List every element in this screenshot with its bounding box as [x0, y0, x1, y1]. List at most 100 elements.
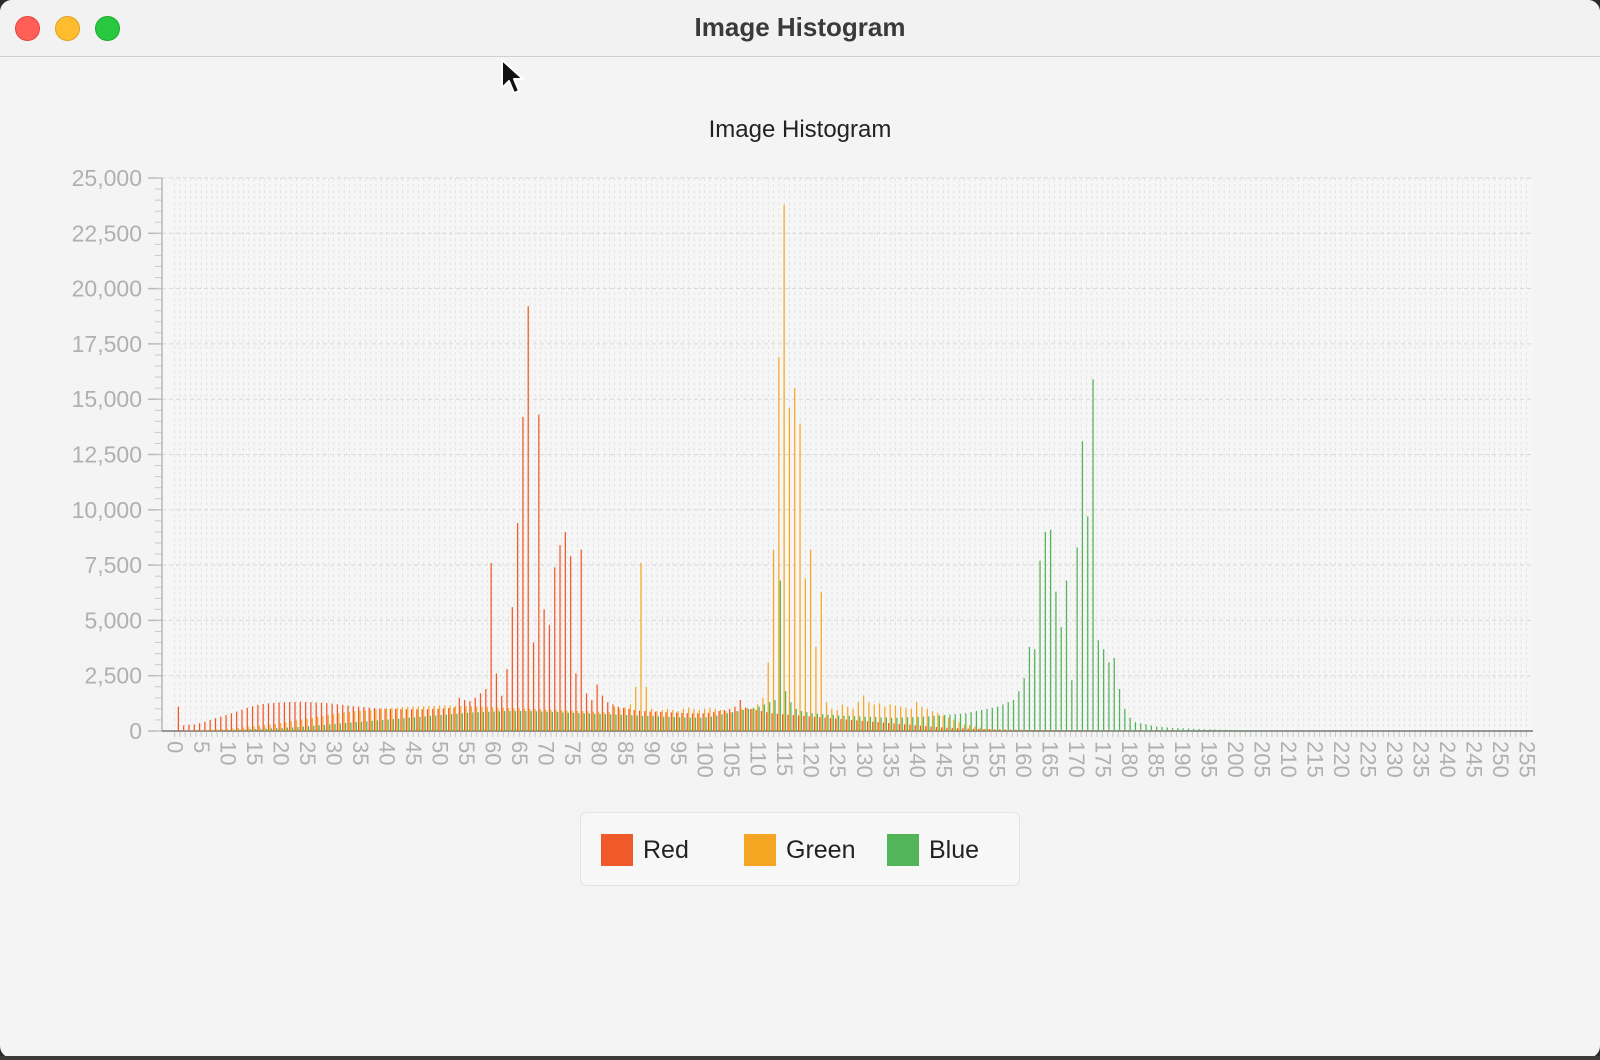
bar-blue — [594, 713, 596, 731]
bar-red — [919, 725, 922, 731]
bar-blue — [763, 704, 766, 731]
x-tick-label: 5 — [189, 741, 214, 753]
title-bar[interactable]: Image Histogram — [0, 0, 1600, 57]
bar-blue — [827, 714, 829, 731]
bar-blue — [233, 729, 235, 731]
x-tick-label: 220 — [1329, 741, 1354, 778]
bar-blue — [610, 714, 612, 731]
bar-blue — [954, 714, 956, 731]
x-tick-label: 150 — [958, 741, 983, 778]
bar-red — [463, 700, 466, 731]
bar-red — [676, 712, 678, 731]
bar-blue — [1087, 516, 1089, 731]
bar-green — [921, 706, 923, 731]
x-tick-label: 0 — [163, 741, 188, 753]
bar-red — [379, 708, 381, 731]
bar-red — [988, 729, 991, 731]
close-window-button[interactable] — [15, 16, 40, 41]
bar-red — [1062, 730, 1065, 731]
bar-blue — [731, 712, 734, 731]
x-tick-label: 165 — [1037, 741, 1062, 778]
bar-green — [783, 204, 785, 731]
bar-green — [926, 708, 928, 731]
bar-blue — [429, 715, 432, 731]
bar-blue — [875, 717, 877, 731]
legend-item-green[interactable]: Green — [744, 833, 855, 867]
bar-blue — [477, 712, 479, 731]
bar-green — [884, 706, 886, 731]
bar-red — [686, 713, 688, 731]
bar-blue — [525, 711, 527, 731]
bar-blue — [1044, 531, 1046, 731]
bar-green — [613, 706, 616, 731]
bar-red — [273, 702, 275, 731]
bar-blue — [853, 716, 856, 731]
bar-blue — [663, 716, 665, 731]
x-tick-label: 125 — [825, 741, 850, 778]
bar-red — [310, 702, 312, 731]
bar-blue — [716, 715, 718, 731]
bar-blue — [700, 717, 702, 731]
bar-red — [665, 712, 667, 731]
bar-red — [601, 695, 604, 731]
bar-green — [910, 708, 912, 731]
bar-blue — [1214, 729, 1216, 731]
x-tick-label: 240 — [1435, 741, 1460, 778]
bar-blue — [472, 712, 474, 731]
legend-item-blue[interactable]: Blue — [887, 833, 979, 867]
bar-red — [1068, 730, 1070, 731]
bar-green — [889, 704, 891, 731]
bar-blue — [387, 719, 389, 731]
minimize-window-button[interactable] — [55, 16, 80, 41]
bar-blue — [583, 713, 585, 731]
bar-green — [714, 708, 716, 731]
bar-blue — [1235, 729, 1237, 731]
bar-green — [385, 708, 388, 731]
maximize-window-button[interactable] — [95, 16, 120, 41]
x-tick-label: 235 — [1408, 741, 1433, 778]
bar-blue — [297, 727, 299, 731]
bar-green — [587, 711, 589, 731]
bar-blue — [408, 717, 410, 731]
bar-red — [845, 719, 847, 731]
bar-red — [575, 673, 577, 731]
bar-blue — [673, 717, 675, 731]
bar-blue — [238, 729, 241, 731]
bar-green — [205, 729, 207, 731]
bar-blue — [869, 716, 872, 731]
bar-green — [597, 711, 600, 731]
bar-green — [423, 706, 425, 731]
bar-red — [469, 701, 471, 731]
bar-green — [560, 710, 563, 731]
bar-blue — [217, 730, 220, 731]
legend-item-red[interactable]: Red — [601, 833, 689, 867]
bar-green — [364, 710, 366, 731]
bar-green — [237, 727, 239, 731]
bar-blue — [694, 717, 697, 731]
bar-red — [813, 716, 816, 731]
bar-red — [251, 706, 254, 731]
bar-blue — [488, 711, 490, 731]
y-tick-label: 7,500 — [84, 552, 142, 578]
bar-blue — [800, 711, 803, 731]
y-tick-label: 20,000 — [72, 276, 142, 302]
bar-blue — [403, 718, 405, 731]
bar-green — [751, 708, 753, 731]
x-tick-label: 200 — [1223, 741, 1248, 778]
bar-red — [548, 624, 551, 731]
x-tick-label: 40 — [375, 741, 400, 765]
bar-green — [274, 723, 276, 731]
bar-red — [294, 701, 296, 731]
bar-green — [979, 727, 981, 731]
bar-red — [1057, 730, 1059, 731]
x-tick-label: 140 — [905, 741, 930, 778]
bar-red — [501, 695, 503, 731]
bar-green — [200, 729, 202, 731]
bar-red — [363, 707, 365, 731]
bar-blue — [1129, 717, 1131, 731]
x-tick-label: 65 — [507, 741, 532, 765]
bar-red — [638, 710, 641, 731]
bar-green — [433, 705, 435, 731]
bar-green — [767, 662, 769, 731]
bar-green — [529, 708, 531, 731]
